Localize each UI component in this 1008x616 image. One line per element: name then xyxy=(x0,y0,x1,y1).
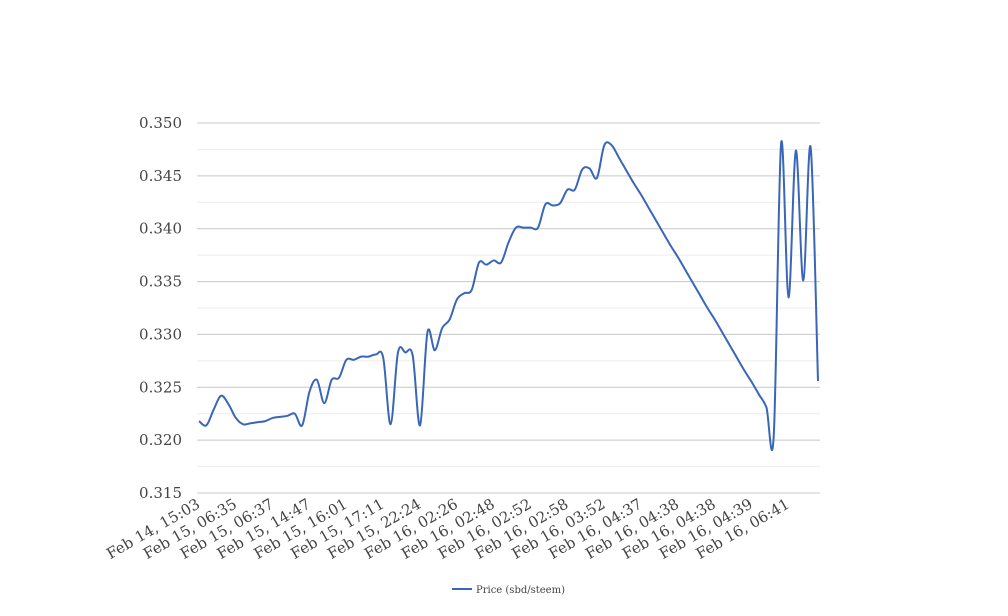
y-tick-label: 0.320 xyxy=(139,431,182,449)
y-tick-label: 0.350 xyxy=(139,114,182,132)
y-tick-label: 0.340 xyxy=(139,220,182,238)
y-tick-label: 0.335 xyxy=(139,273,182,291)
y-tick-label: 0.315 xyxy=(139,484,182,502)
legend-label: Price (sbd/steem) xyxy=(476,585,565,596)
y-tick-label: 0.325 xyxy=(139,378,182,396)
y-tick-label: 0.345 xyxy=(139,167,182,185)
price-line xyxy=(198,140,819,451)
y-tick-label: 0.330 xyxy=(139,325,182,343)
